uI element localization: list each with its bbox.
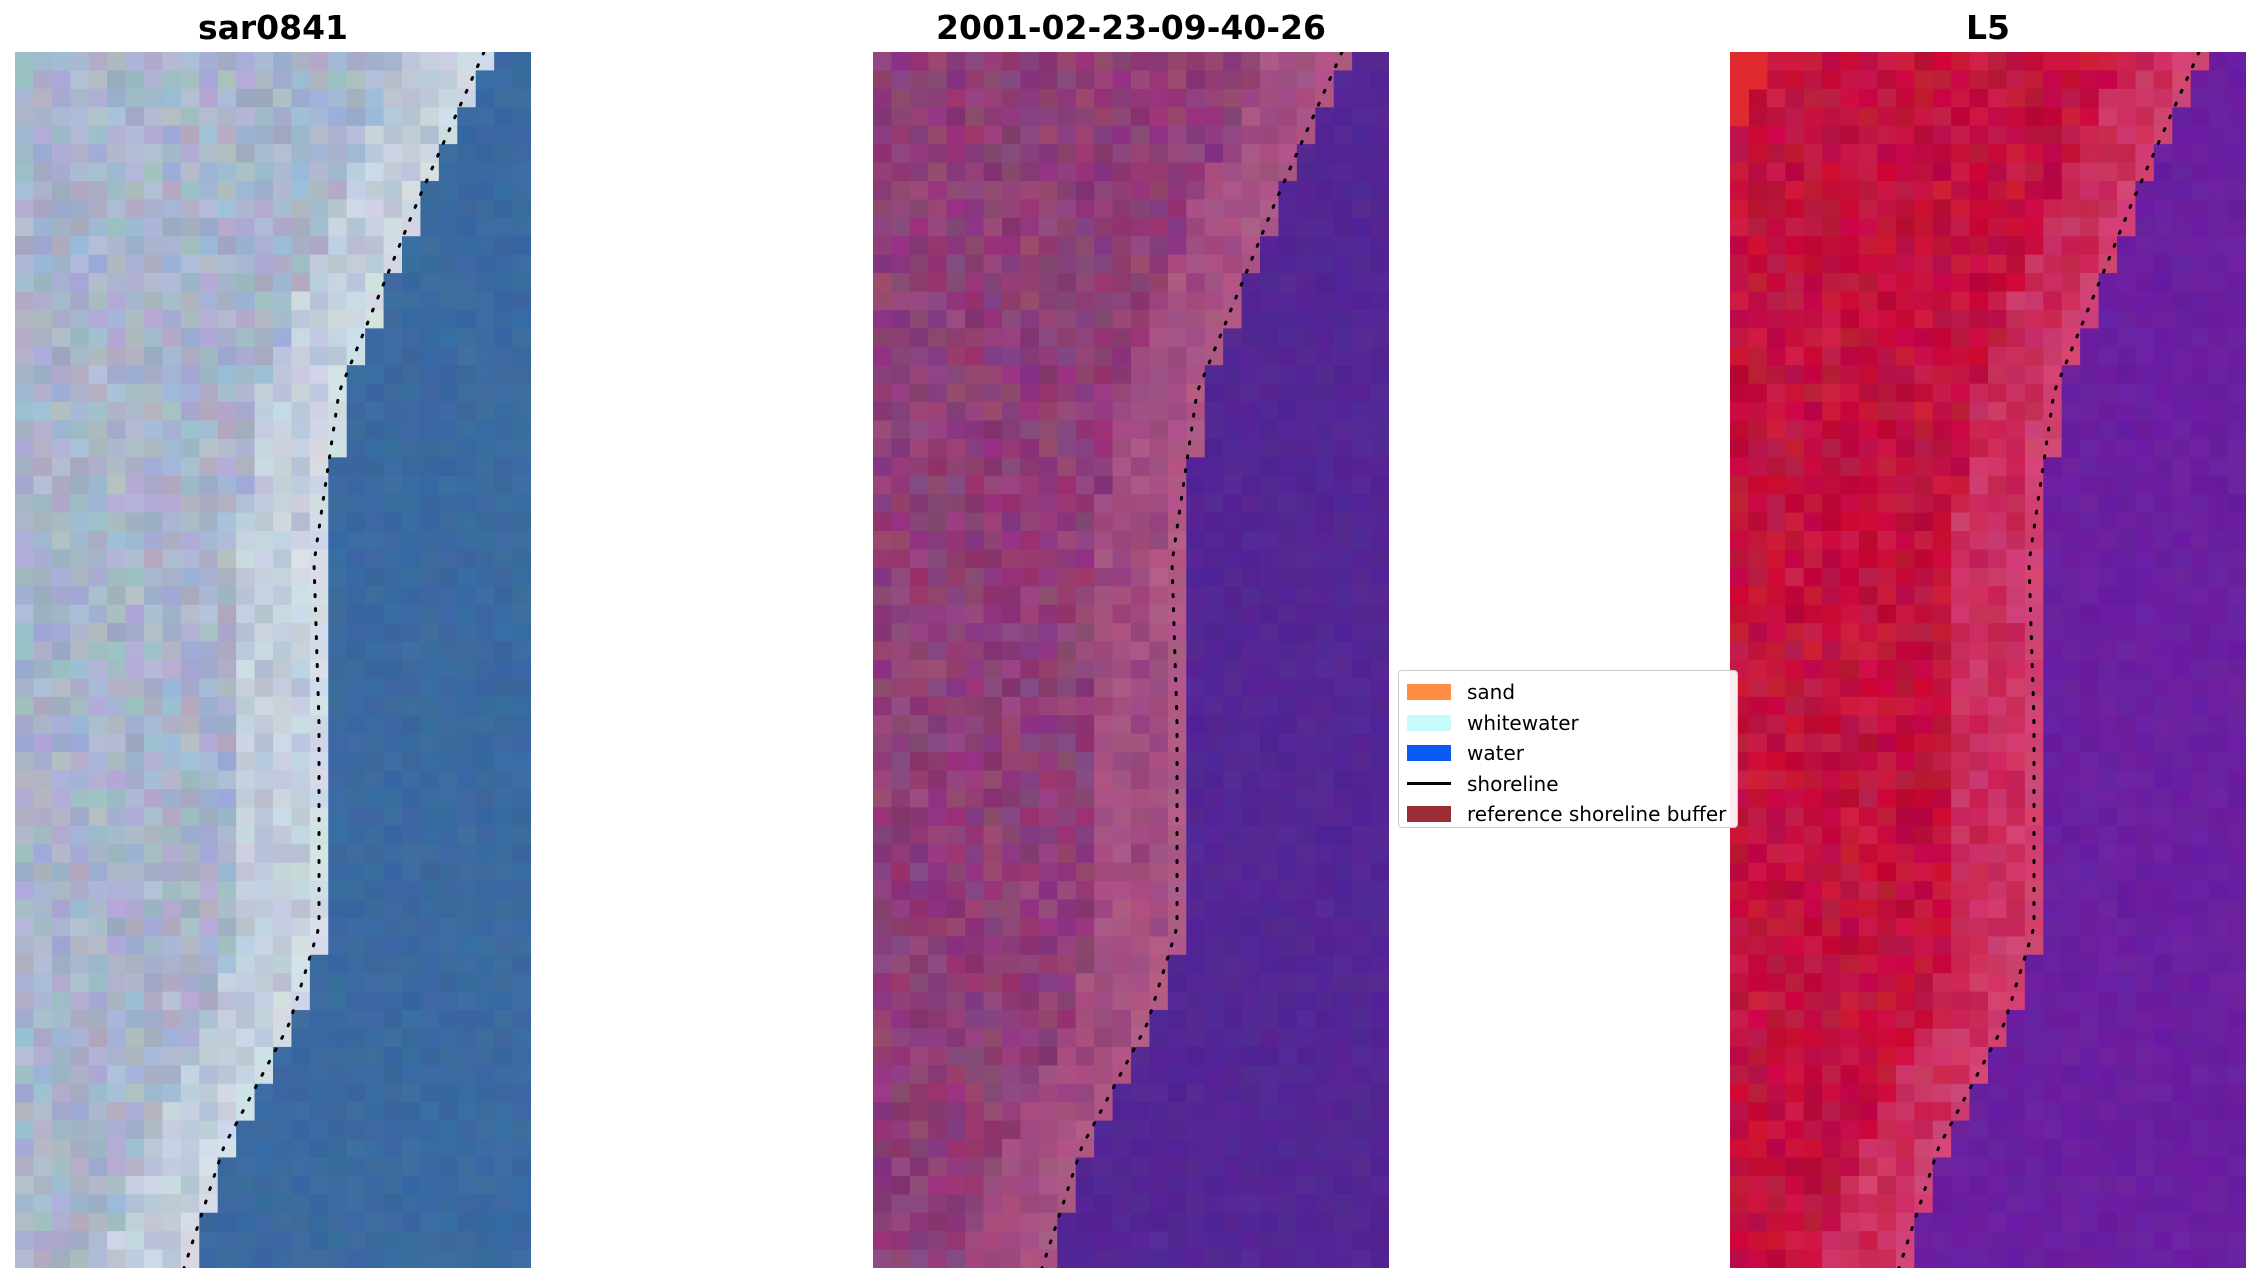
legend-item-whitewater: whitewater	[1407, 708, 1737, 739]
sand-swatch	[1407, 684, 1451, 701]
legend-label: shoreline	[1467, 771, 1559, 796]
false-color-image-panel	[873, 52, 1389, 1268]
legend-label: whitewater	[1467, 710, 1579, 735]
water-swatch	[1407, 745, 1451, 762]
legend-item-shoreline: shoreline	[1407, 769, 1737, 800]
shoreline-line-swatch	[1407, 782, 1451, 786]
legend-label: sand	[1467, 680, 1516, 705]
legend-label: water	[1467, 741, 1524, 766]
false-color-image	[873, 52, 1389, 1268]
panel-title-rgb: sar0841	[197, 8, 349, 47]
panel-title-satellite: L5	[1966, 8, 2010, 47]
rgb-image	[15, 52, 531, 1268]
nir-image	[1730, 52, 2246, 1268]
whitewater-swatch	[1407, 714, 1451, 731]
panel-title-date: 2001-02-23-09-40-26	[936, 8, 1326, 47]
legend: sand whitewater water shoreline referenc…	[1398, 670, 1738, 828]
legend-item-reference-buffer: reference shoreline buffer	[1407, 799, 1737, 830]
rgb-image-panel	[15, 52, 531, 1268]
legend-item-water: water	[1407, 738, 1737, 769]
reference-buffer-swatch	[1407, 806, 1451, 823]
legend-item-sand: sand	[1407, 677, 1737, 708]
legend-label: reference shoreline buffer	[1467, 802, 1727, 827]
nir-image-panel	[1730, 52, 2246, 1268]
